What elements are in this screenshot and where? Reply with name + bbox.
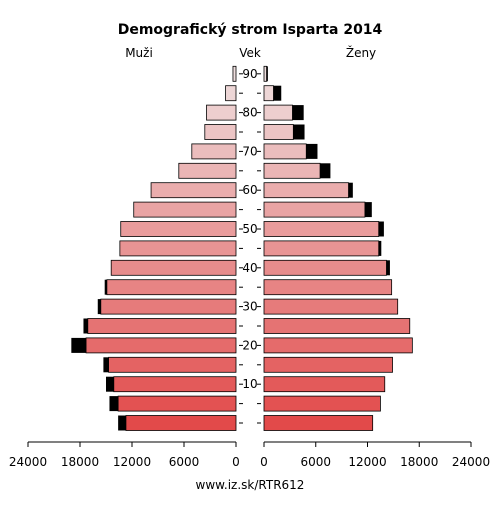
female-excess-bar	[378, 240, 382, 256]
female-bar	[263, 240, 380, 257]
age-tick-label: 70	[242, 144, 257, 158]
male-bar	[85, 337, 237, 354]
female-bar	[263, 162, 321, 179]
age-tick-label: 10	[242, 377, 257, 391]
female-bar	[263, 221, 380, 237]
x-tick-label-men: 6000	[169, 455, 200, 469]
male-bar	[106, 279, 237, 296]
male-excess-bar	[83, 318, 88, 334]
male-excess-bar	[71, 337, 87, 353]
x-tick-label-men: 12000	[113, 455, 151, 469]
label-age: Vek	[239, 46, 261, 60]
female-bar	[263, 259, 387, 276]
male-bar	[232, 65, 237, 82]
age-tick-label: 40	[242, 261, 257, 275]
male-bar	[204, 124, 237, 140]
age-axis: 10 20 30 40 50 60 70 80 90	[239, 67, 261, 424]
male-bar	[150, 182, 237, 199]
male-excess-bar	[103, 357, 109, 373]
source-footer: www.iz.sk/RTR612	[196, 478, 305, 492]
male-bar	[125, 415, 237, 431]
x-tick-label-women: 24000	[452, 455, 490, 469]
male-bar	[191, 143, 237, 160]
x-tick-label-men: 0	[232, 455, 240, 469]
male-bar	[119, 240, 237, 257]
male-bar	[178, 162, 237, 179]
x-axis-men: 24000 18000 12000 6000 0	[9, 441, 240, 469]
female-excess-bar	[273, 85, 282, 101]
female-excess-bar	[293, 124, 305, 140]
female-excess-bar	[292, 105, 304, 121]
male-bar	[113, 376, 237, 393]
label-women: Ženy	[346, 45, 376, 60]
male-bar	[108, 356, 237, 373]
female-excess-bar	[320, 163, 331, 179]
female-bar	[263, 298, 399, 315]
female-bar	[263, 318, 411, 334]
female-bar	[263, 65, 267, 82]
male-excess-bar	[118, 415, 126, 431]
x-tick-label-women: 12000	[348, 455, 386, 469]
female-excess-bar	[266, 66, 268, 82]
age-tick-label: 90	[242, 67, 257, 81]
age-tick-label: 80	[242, 106, 257, 120]
female-bar	[263, 279, 393, 296]
x-tick-label-women: 18000	[400, 455, 438, 469]
female-bar	[263, 143, 307, 160]
x-tick-label-men: 24000	[9, 455, 47, 469]
male-bar	[225, 85, 237, 102]
male-excess-bar	[104, 279, 107, 295]
age-tick-label: 50	[242, 222, 257, 236]
male-bar	[133, 201, 237, 218]
female-bar	[263, 356, 393, 373]
female-excess-bar	[306, 143, 318, 159]
female-excess-bar	[378, 221, 384, 237]
male-bar	[206, 104, 237, 121]
female-bar	[263, 376, 386, 393]
female-bar	[263, 415, 374, 431]
female-bar	[263, 124, 294, 140]
female-bar	[263, 337, 413, 354]
x-axis-women: 0 6000 12000 18000 24000	[260, 441, 490, 469]
female-excess-bar	[364, 202, 372, 218]
female-bar	[263, 201, 366, 218]
male-bars	[71, 65, 237, 431]
male-bar	[110, 259, 237, 276]
female-excess-bar	[348, 182, 353, 198]
age-tick-label: 60	[242, 183, 257, 197]
female-excess-bar	[386, 260, 390, 276]
chart-title: Demografický strom Isparta 2014	[118, 22, 383, 38]
male-bar	[120, 221, 237, 237]
age-tick-label: 20	[242, 338, 257, 352]
x-tick-label-women: 0	[260, 455, 268, 469]
female-bar	[263, 182, 349, 199]
male-excess-bar	[97, 299, 101, 315]
female-bars	[263, 65, 413, 431]
male-excess-bar	[106, 376, 114, 392]
male-bar	[100, 298, 237, 315]
male-excess-bar	[109, 396, 119, 412]
label-men: Muži	[125, 46, 153, 60]
x-tick-label-women: 6000	[300, 455, 331, 469]
female-bar	[263, 85, 274, 102]
male-bar	[117, 395, 237, 412]
age-tick-label: 30	[242, 300, 257, 314]
female-bar	[263, 104, 293, 121]
male-bar	[87, 318, 237, 334]
female-bar	[263, 395, 381, 412]
x-tick-label-men: 18000	[61, 455, 99, 469]
